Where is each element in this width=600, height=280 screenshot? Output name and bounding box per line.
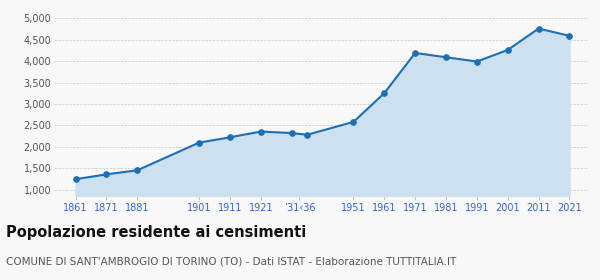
Text: Popolazione residente ai censimenti: Popolazione residente ai censimenti — [6, 225, 306, 241]
Text: COMUNE DI SANT'AMBROGIO DI TORINO (TO) - Dati ISTAT - Elaborazione TUTTITALIA.IT: COMUNE DI SANT'AMBROGIO DI TORINO (TO) -… — [6, 256, 456, 266]
